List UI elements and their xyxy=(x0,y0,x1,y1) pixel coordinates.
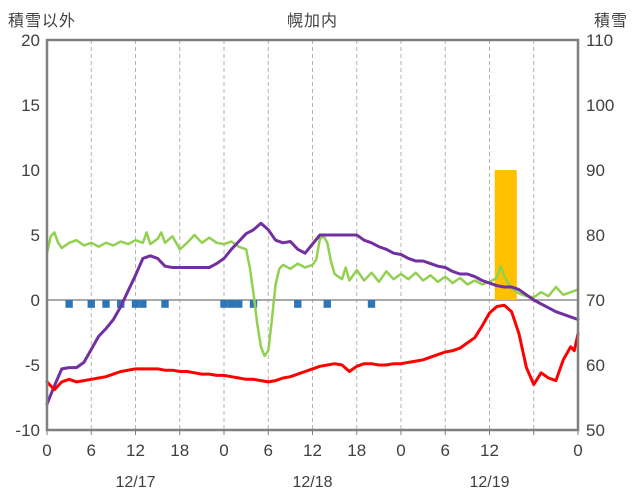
tick-label: 100 xyxy=(586,96,614,115)
blue-precip-bars xyxy=(131,300,140,308)
blue-precip-bars xyxy=(367,300,376,308)
tick-label: 0 xyxy=(573,441,582,460)
blue-precip-bars xyxy=(323,300,331,308)
tick-label: 110 xyxy=(586,31,613,50)
tick-label: 50 xyxy=(586,421,605,440)
blue-precip-bars xyxy=(161,300,169,308)
tick-label: -5 xyxy=(25,356,40,375)
tick-label: 6 xyxy=(264,441,273,460)
blue-precip-bars xyxy=(249,300,258,308)
tick-label: 12 xyxy=(303,441,322,460)
tick-label: 12 xyxy=(126,441,145,460)
tick-label: 12/19 xyxy=(469,474,509,491)
chart-title: 幌加内 xyxy=(286,13,338,30)
tick-label: 6 xyxy=(87,441,96,460)
tick-label: 0 xyxy=(219,441,228,460)
right-axis-title: 積雪 xyxy=(593,13,628,30)
blue-precip-bars xyxy=(65,300,73,308)
tick-label: 12 xyxy=(480,441,499,460)
purple-line xyxy=(45,221,580,406)
blue-precip-bars xyxy=(220,300,228,308)
blue-precip-bars xyxy=(227,300,236,308)
blue-precip-bars xyxy=(235,300,243,308)
tick-label: 15 xyxy=(21,96,40,115)
tick-label: 12/17 xyxy=(115,474,155,491)
tick-label: 60 xyxy=(586,356,605,375)
tick-label: 18 xyxy=(170,441,189,460)
tick-label: -10 xyxy=(15,421,40,440)
tick-label: 0 xyxy=(42,441,51,460)
tick-label: 80 xyxy=(586,226,605,245)
blue-precip-bars xyxy=(139,300,147,308)
left-axis-title: 積雪以外 xyxy=(8,13,77,30)
blue-precip-bars xyxy=(87,300,95,308)
tick-label: 0 xyxy=(31,291,40,310)
tick-label: 0 xyxy=(396,441,405,460)
red-line xyxy=(45,303,580,392)
tick-label: 12/18 xyxy=(292,474,332,491)
tick-label: 18 xyxy=(347,441,366,460)
tick-label: 6 xyxy=(441,441,450,460)
tick-label: 90 xyxy=(586,161,605,180)
tick-label: 10 xyxy=(21,161,40,180)
blue-precip-bars xyxy=(294,300,302,308)
blue-precip-bars xyxy=(102,300,110,308)
tick-label: 70 xyxy=(586,291,605,310)
tick-label: 5 xyxy=(31,226,40,245)
tick-label: 20 xyxy=(21,31,40,50)
green-line xyxy=(45,231,580,358)
